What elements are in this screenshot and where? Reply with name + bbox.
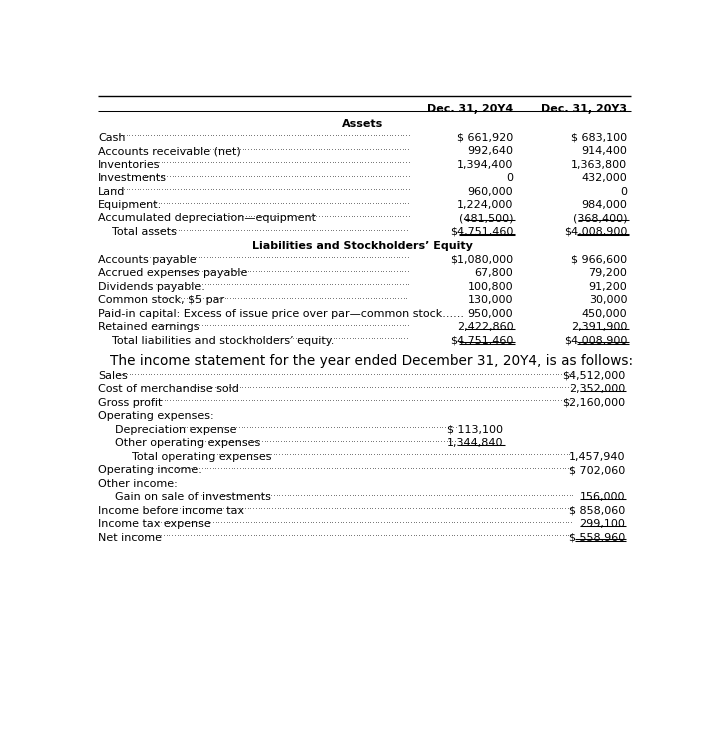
Text: Other operating expenses: Other operating expenses <box>115 438 260 448</box>
Text: 2,352,000: 2,352,000 <box>569 385 625 394</box>
Text: Cost of merchandise sold: Cost of merchandise sold <box>98 385 239 394</box>
Text: 450,000: 450,000 <box>581 309 627 318</box>
Text: $1,080,000: $1,080,000 <box>450 255 513 265</box>
Text: Accounts payable: Accounts payable <box>98 255 196 265</box>
Text: 1,344,840: 1,344,840 <box>447 438 503 448</box>
Text: Total liabilities and stockholders’ equity.: Total liabilities and stockholders’ equi… <box>112 336 334 345</box>
Text: 100,800: 100,800 <box>468 282 513 292</box>
Text: Other income:: Other income: <box>98 479 178 489</box>
Text: Net income: Net income <box>98 533 162 542</box>
Text: 30,000: 30,000 <box>588 295 627 305</box>
Text: 130,000: 130,000 <box>468 295 513 305</box>
Text: 156,000: 156,000 <box>579 492 625 502</box>
Text: (481,500): (481,500) <box>459 213 513 223</box>
Text: 0: 0 <box>620 187 627 196</box>
Text: Common stock, $5 par: Common stock, $5 par <box>98 295 224 305</box>
Text: 2,391,900: 2,391,900 <box>571 322 627 332</box>
Text: (368,400): (368,400) <box>573 213 627 223</box>
Text: Retained earnings: Retained earnings <box>98 322 199 332</box>
Text: Assets: Assets <box>342 119 383 129</box>
Text: Operating expenses:: Operating expenses: <box>98 412 213 421</box>
Text: 1,457,940: 1,457,940 <box>569 452 625 462</box>
Text: Sales: Sales <box>98 371 128 381</box>
Text: Accrued expenses payable: Accrued expenses payable <box>98 268 247 278</box>
Text: $2,160,000: $2,160,000 <box>562 398 625 408</box>
Text: 984,000: 984,000 <box>581 200 627 210</box>
Text: Dividends payable.: Dividends payable. <box>98 282 205 292</box>
Text: $4,751,460: $4,751,460 <box>450 336 513 345</box>
Text: 1,363,800: 1,363,800 <box>571 160 627 169</box>
Text: $ 113,100: $ 113,100 <box>447 425 503 435</box>
Text: 67,800: 67,800 <box>474 268 513 278</box>
Text: Cash: Cash <box>98 133 125 142</box>
Text: 2,422,860: 2,422,860 <box>457 322 513 332</box>
Text: Accumulated depreciation—equipment: Accumulated depreciation—equipment <box>98 213 316 223</box>
Text: 299,100: 299,100 <box>579 519 625 529</box>
Text: Income tax expense: Income tax expense <box>98 519 211 529</box>
Text: Inventories: Inventories <box>98 160 160 169</box>
Text: 950,000: 950,000 <box>468 309 513 318</box>
Text: $ 683,100: $ 683,100 <box>571 133 627 142</box>
Text: 1,394,400: 1,394,400 <box>457 160 513 169</box>
Text: 992,640: 992,640 <box>467 146 513 156</box>
Text: Land: Land <box>98 187 125 196</box>
Text: Paid-in capital: Excess of issue price over par—common stock......: Paid-in capital: Excess of issue price o… <box>98 309 464 318</box>
Text: Investments: Investments <box>98 173 167 183</box>
Text: 1,224,000: 1,224,000 <box>457 200 513 210</box>
Text: Liabilities and Stockholders’ Equity: Liabilities and Stockholders’ Equity <box>252 241 473 251</box>
Text: Operating income.: Operating income. <box>98 465 202 475</box>
Text: Income before income tax: Income before income tax <box>98 506 244 515</box>
Text: $ 702,060: $ 702,060 <box>569 465 625 475</box>
Text: Dec. 31, 20Y4: Dec. 31, 20Y4 <box>427 104 513 114</box>
Text: Gross profit: Gross profit <box>98 398 162 408</box>
Text: $4,751,460: $4,751,460 <box>450 227 513 237</box>
Text: 914,400: 914,400 <box>581 146 627 156</box>
Text: $ 558,960: $ 558,960 <box>569 533 625 542</box>
Text: $ 858,060: $ 858,060 <box>569 506 625 515</box>
Text: $ 966,600: $ 966,600 <box>571 255 627 265</box>
Text: $4,008,900: $4,008,900 <box>564 227 627 237</box>
Text: $4,008,900: $4,008,900 <box>564 336 627 345</box>
Text: Accounts receivable (net): Accounts receivable (net) <box>98 146 240 156</box>
Text: Total operating expenses: Total operating expenses <box>132 452 272 462</box>
Text: Total assets: Total assets <box>112 227 177 237</box>
Text: $4,512,000: $4,512,000 <box>562 371 625 381</box>
Text: 91,200: 91,200 <box>588 282 627 292</box>
Text: 0: 0 <box>506 173 513 183</box>
Text: $ 661,920: $ 661,920 <box>457 133 513 142</box>
Text: Dec. 31, 20Y3: Dec. 31, 20Y3 <box>541 104 627 114</box>
Text: Depreciation expense: Depreciation expense <box>115 425 237 435</box>
Text: Gain on sale of investments: Gain on sale of investments <box>115 492 271 502</box>
Text: 432,000: 432,000 <box>581 173 627 183</box>
Text: 960,000: 960,000 <box>468 187 513 196</box>
Text: 79,200: 79,200 <box>588 268 627 278</box>
Text: The income statement for the year ended December 31, 20Y4, is as follows:: The income statement for the year ended … <box>111 353 633 368</box>
Text: Equipment.: Equipment. <box>98 200 162 210</box>
